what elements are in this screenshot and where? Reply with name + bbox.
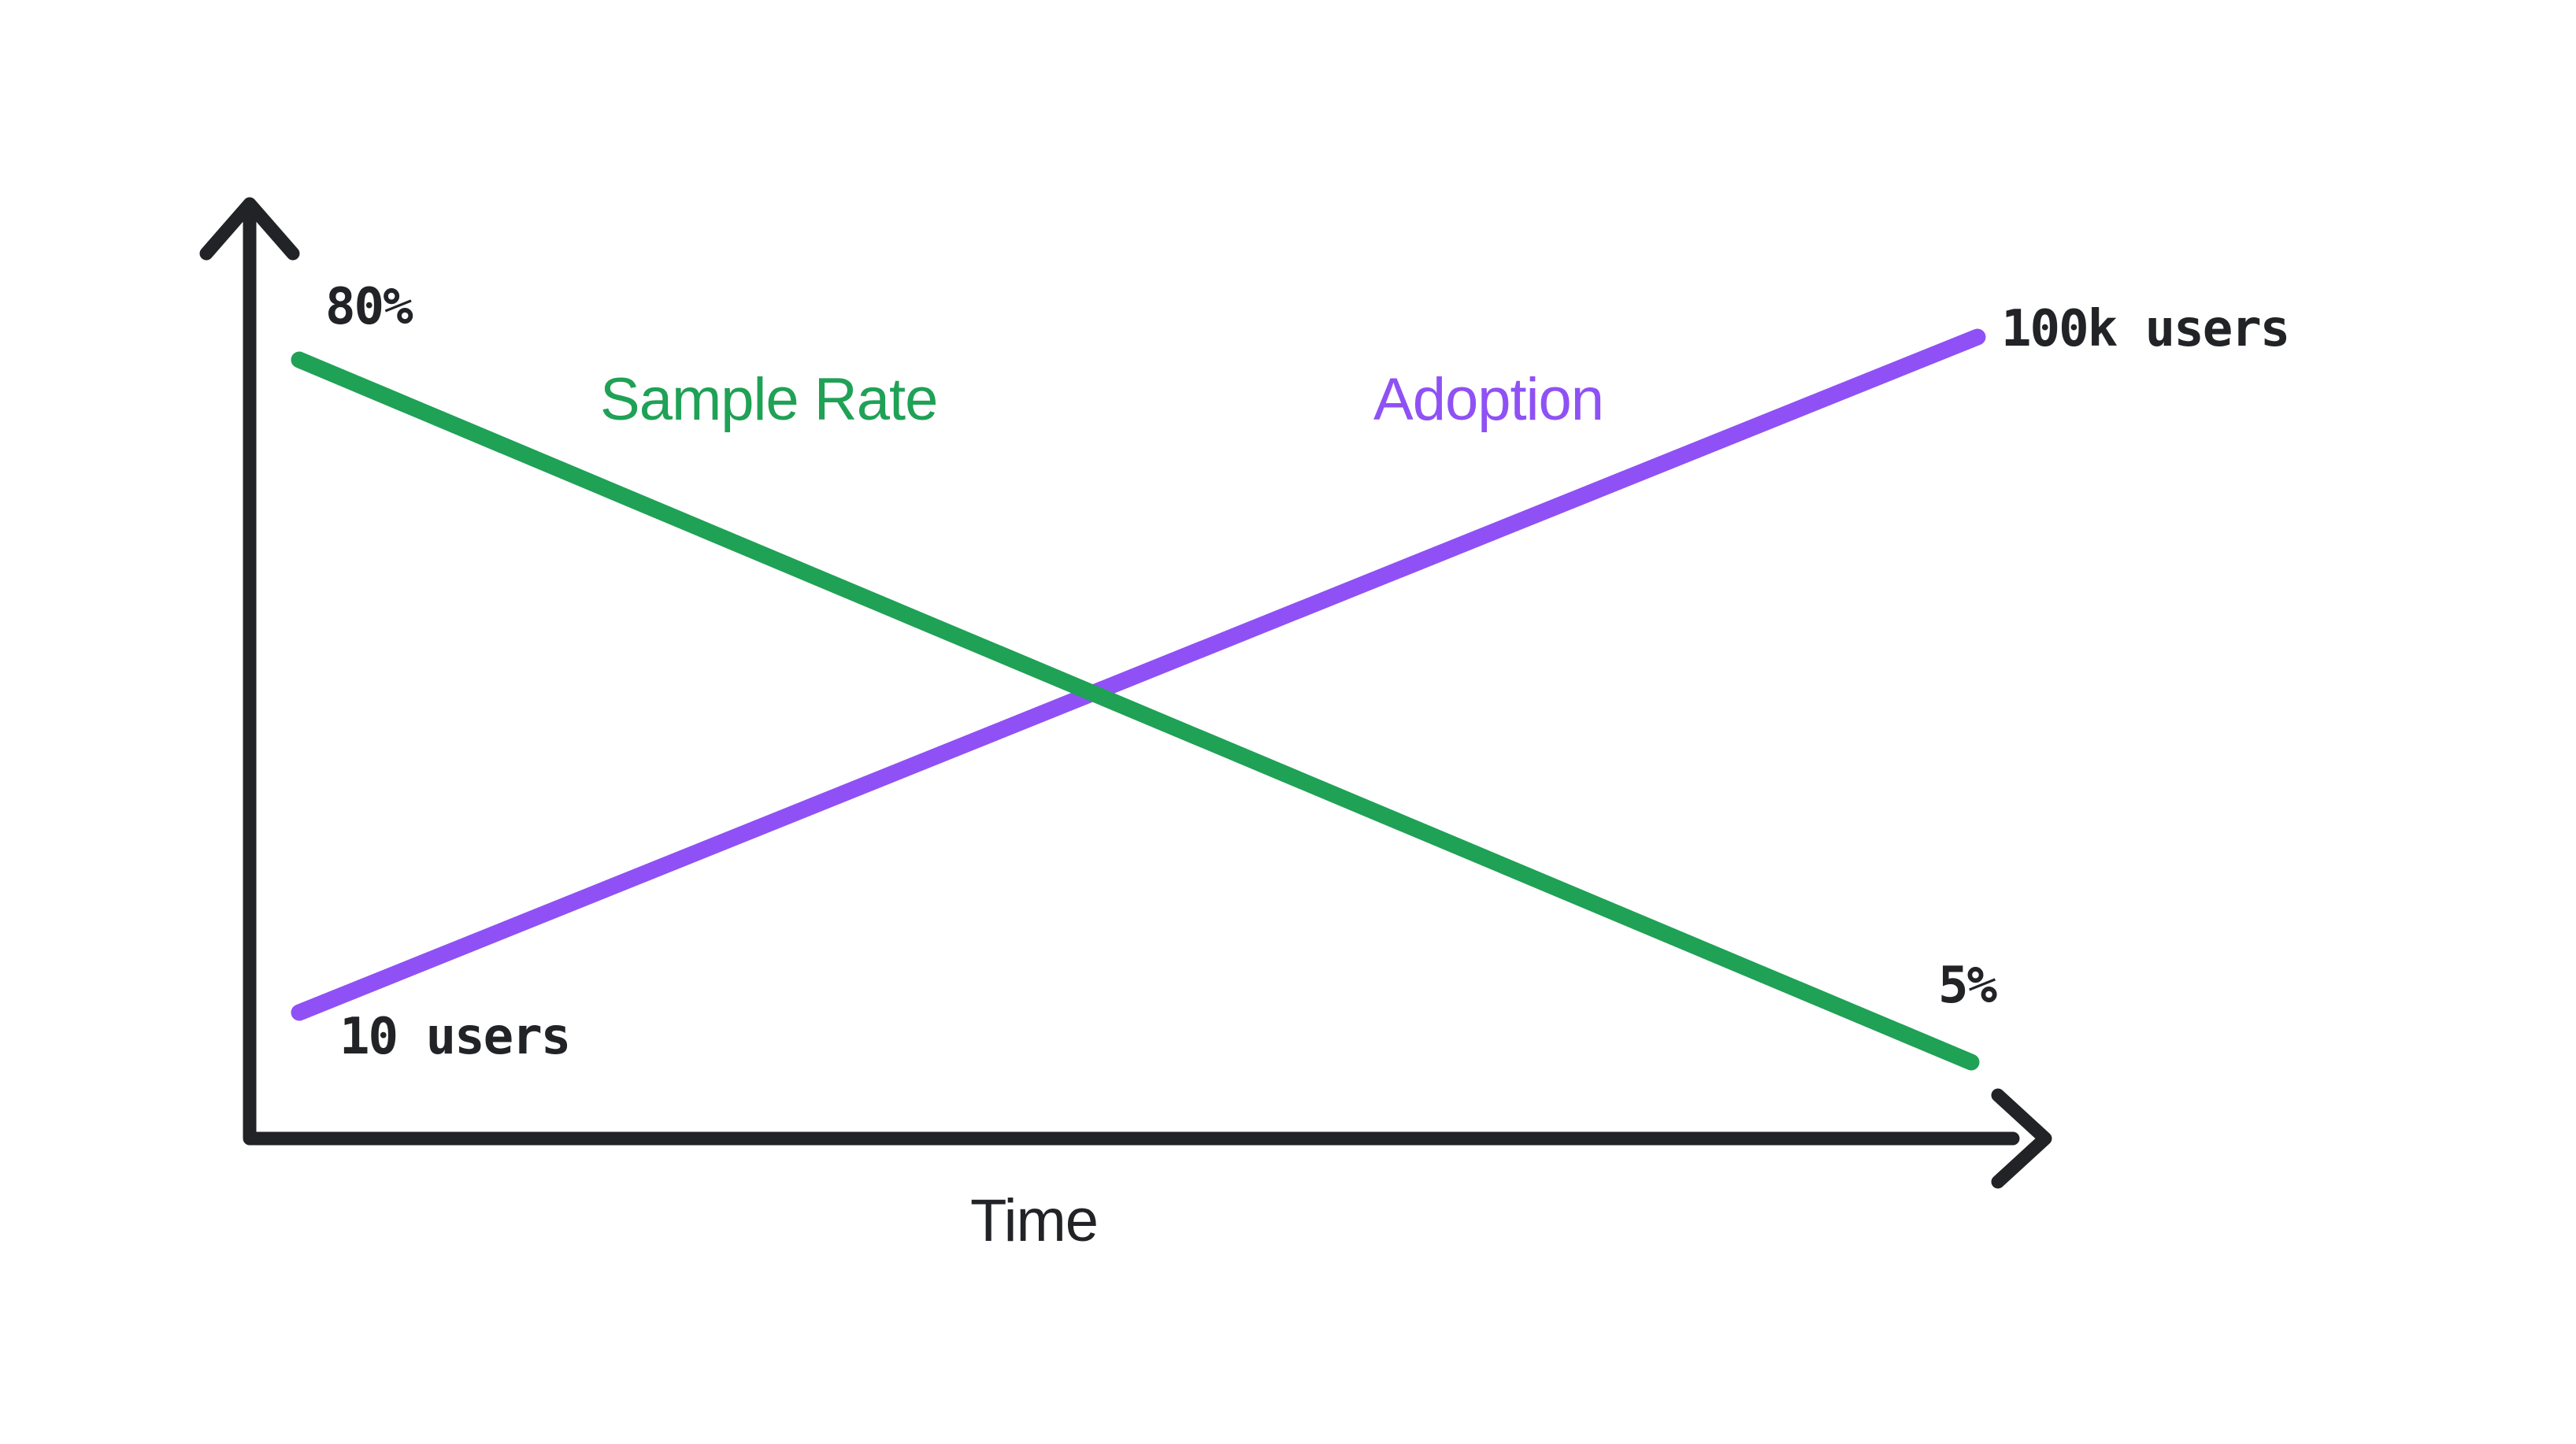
adoption-end-label: 100k users <box>2001 300 2290 358</box>
x-axis-label: Time <box>970 1187 1099 1254</box>
sample-rate-series-label: Sample Rate <box>600 366 938 433</box>
sample-rate-line <box>291 351 1980 1071</box>
y-axis-arrowhead-icon <box>199 197 300 261</box>
adoption-series-label: Adoption <box>1373 366 1604 433</box>
sample-rate-start-label: 80% <box>325 278 413 336</box>
adoption-start-label: 10 users <box>339 1008 571 1066</box>
adoption-line <box>291 328 1986 1021</box>
x-axis-arrowhead-icon <box>1991 1088 2052 1189</box>
axes-line <box>243 204 2020 1146</box>
sample-rate-end-label: 5% <box>1938 957 1997 1015</box>
